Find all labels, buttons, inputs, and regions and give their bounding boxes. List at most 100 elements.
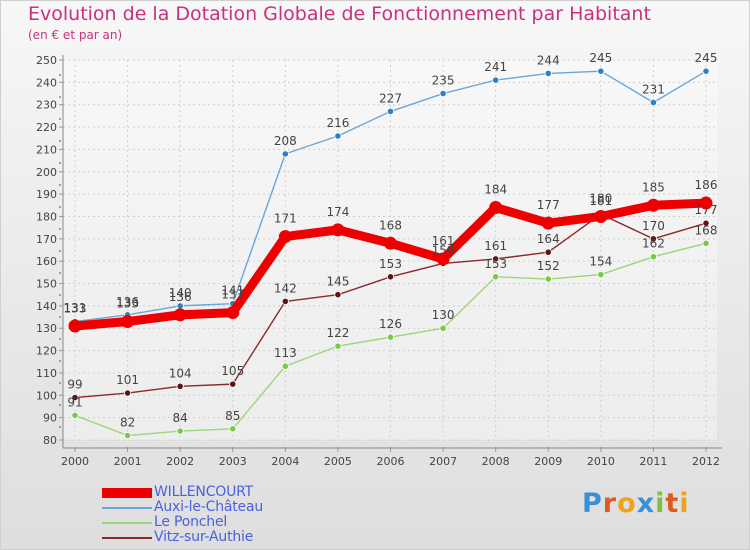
data-label: 99 xyxy=(67,378,82,392)
data-label: 84 xyxy=(173,411,188,425)
data-label: 126 xyxy=(379,317,402,331)
data-point xyxy=(541,216,555,230)
data-point xyxy=(226,306,240,320)
data-point xyxy=(489,201,503,215)
x-tick-label: 2005 xyxy=(324,455,352,468)
data-point xyxy=(492,255,500,263)
brand-letter: r xyxy=(602,488,618,519)
y-tick-label: 200 xyxy=(36,166,57,179)
brand-letter: o xyxy=(617,488,637,519)
data-label: 140 xyxy=(169,286,192,300)
data-point xyxy=(649,235,658,243)
data-point xyxy=(386,107,395,116)
data-label: 174 xyxy=(326,205,349,219)
data-label: 186 xyxy=(695,178,718,192)
data-label: 105 xyxy=(221,364,244,378)
y-tick-label: 210 xyxy=(36,143,57,156)
data-label: 245 xyxy=(589,51,612,65)
data-label: 241 xyxy=(484,60,507,74)
legend-swatch xyxy=(102,485,152,500)
data-point xyxy=(436,252,450,266)
data-point xyxy=(176,427,184,435)
chart-title: Evolution de la Dotation Globale de Fonc… xyxy=(28,3,651,25)
data-label: 161 xyxy=(484,239,507,253)
data-label: 235 xyxy=(432,74,455,88)
data-label: 145 xyxy=(326,275,349,289)
legend-label: Auxi-le-Château xyxy=(154,499,264,515)
x-tick-label: 2002 xyxy=(166,455,194,468)
data-label: 177 xyxy=(695,203,718,217)
legend-label: WILLENCOURT xyxy=(154,484,253,500)
y-tick-label: 170 xyxy=(36,233,57,246)
data-point xyxy=(176,382,184,390)
x-tick-label: 2008 xyxy=(482,455,510,468)
data-label: 133 xyxy=(116,297,139,311)
data-label: 245 xyxy=(695,51,718,65)
data-label: 171 xyxy=(274,212,297,226)
data-label: 142 xyxy=(274,281,297,295)
data-point xyxy=(334,132,342,140)
data-point xyxy=(702,67,710,75)
legend-label: Vitz-sur-Authie xyxy=(154,529,254,545)
data-point xyxy=(386,333,395,341)
data-label: 104 xyxy=(169,366,192,380)
data-label: 177 xyxy=(537,198,560,212)
data-point xyxy=(492,273,500,281)
data-point xyxy=(544,275,552,283)
data-label: 184 xyxy=(484,183,507,197)
data-point xyxy=(597,67,605,75)
x-tick-label: 2001 xyxy=(114,455,142,468)
data-point xyxy=(123,431,132,440)
data-label: 244 xyxy=(537,53,560,67)
x-tick-label: 2011 xyxy=(639,455,667,468)
data-point xyxy=(699,196,713,210)
data-label: 185 xyxy=(642,180,665,194)
brand-letter: t xyxy=(665,488,680,519)
data-point xyxy=(439,89,447,98)
y-tick-label: 110 xyxy=(36,367,57,380)
data-point xyxy=(649,98,658,107)
data-label: 101 xyxy=(116,373,139,387)
data-point xyxy=(646,198,660,212)
data-label: 122 xyxy=(326,326,349,340)
data-point xyxy=(229,380,237,388)
y-tick-label: 240 xyxy=(36,76,57,89)
y-tick-label: 150 xyxy=(36,278,57,291)
data-point xyxy=(121,315,135,329)
data-point xyxy=(331,223,345,237)
data-point xyxy=(229,425,237,433)
data-point xyxy=(173,308,187,322)
y-tick-label: 90 xyxy=(43,412,57,425)
data-label: 82 xyxy=(120,416,135,430)
legend-swatch xyxy=(102,530,152,545)
x-tick-label: 2006 xyxy=(377,455,405,468)
x-tick-label: 2009 xyxy=(534,455,562,468)
y-tick-label: 120 xyxy=(36,345,57,358)
brand-letter: i xyxy=(679,488,690,519)
data-label: 180 xyxy=(589,191,612,205)
data-label: 137 xyxy=(221,288,244,302)
x-tick-label: 2003 xyxy=(219,455,247,468)
series-willencourt xyxy=(68,196,713,333)
data-point xyxy=(71,393,79,402)
data-label: 161 xyxy=(432,234,455,248)
data-point xyxy=(71,411,79,420)
data-point xyxy=(334,342,342,350)
data-label: 91 xyxy=(67,395,82,409)
data-label: 141 xyxy=(221,284,244,298)
data-point xyxy=(702,239,710,247)
data-label: 216 xyxy=(326,116,349,130)
data-point xyxy=(281,150,289,158)
data-point xyxy=(281,362,289,370)
data-label: 231 xyxy=(642,82,665,96)
y-tick-label: 230 xyxy=(36,99,57,112)
data-label: 162 xyxy=(642,237,665,251)
data-point xyxy=(68,319,82,333)
data-point xyxy=(278,230,292,244)
x-tick-label: 2000 xyxy=(61,455,89,468)
data-label: 170 xyxy=(642,219,665,233)
data-label: 181 xyxy=(589,194,612,208)
y-tick-label: 130 xyxy=(36,322,57,335)
